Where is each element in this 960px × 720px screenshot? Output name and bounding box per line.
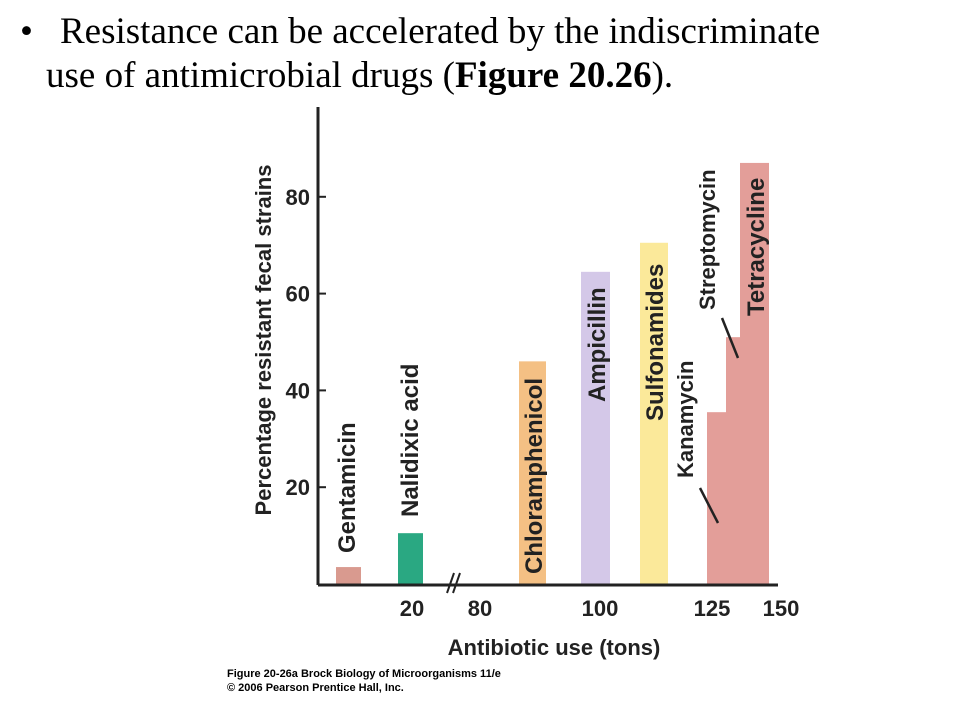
y-axis-label: Percentage resistant fecal strains: [251, 165, 276, 516]
axis-break-mark: [446, 572, 461, 594]
x-axis-label: Antibiotic use (tons): [448, 635, 661, 660]
figure-reference: Figure 20.26: [454, 55, 652, 96]
bar-label-tetracycline: Tetracycline: [743, 178, 770, 316]
bar-chloramphenicol: [519, 361, 546, 584]
bar-label-gentamicin: Gentamicin: [334, 422, 361, 553]
x-ticks-group: 20 80 100 125 150: [400, 596, 800, 621]
bar-ampicillin: [581, 271, 610, 584]
bar-gentamicin: [336, 567, 361, 584]
caption-line-1: Figure 20-26a Brock Biology of Microorga…: [227, 668, 501, 680]
bar-kanamycin: [707, 412, 726, 584]
figure-caption: Figure 20-26a Brock Biology of Microorga…: [227, 667, 501, 695]
bar-tetracycline: [740, 162, 769, 585]
caption-line-2: © 2006 Pearson Prentice Hall, Inc.: [227, 682, 404, 694]
axes-group: [316, 107, 778, 587]
bar-labels-group: Gentamicin Nalidixic acid Chloramphenicol A…: [334, 169, 770, 574]
bar-label-nalidixic-acid: Nalidixic acid: [397, 364, 424, 517]
bullet-marker: •: [20, 11, 33, 52]
bullet-line-1: Resistance can be accelerated by the ind…: [60, 11, 821, 52]
streptomycin-pointer: [720, 317, 740, 359]
bullet-line-2: use of antimicrobial drugs (Figure 20.26…: [46, 54, 673, 98]
bar-label-chloramphenicol: Chloramphenicol: [521, 378, 548, 574]
x-tick-label-20: 20: [400, 596, 424, 621]
x-tick-label-150: 150: [763, 596, 800, 621]
bar-sulfonamides: [640, 242, 668, 584]
x-tick-label-125: 125: [694, 596, 731, 621]
y-tick-label-80: 80: [286, 185, 310, 210]
bar-label-streptomycin: Streptomycin: [695, 169, 720, 310]
y-tick-label-60: 60: [286, 282, 310, 307]
label-pointer-lines: [698, 317, 740, 524]
y-tick-label-20: 20: [286, 475, 310, 500]
kanamycin-pointer: [698, 487, 720, 524]
bullet-line-2-post: ).: [651, 55, 674, 96]
y-ticks-group: 20 40 60 80: [286, 185, 326, 500]
bar-label-ampicillin: Ampicillin: [584, 287, 611, 402]
x-tick-label-100: 100: [582, 596, 619, 621]
x-tick-label-80: 80: [468, 596, 492, 621]
bar-label-sulfonamides: Sulfonamides: [642, 264, 669, 421]
bullet-line-2-pre: use of antimicrobial drugs (: [46, 55, 455, 96]
bars-group: [336, 162, 769, 585]
y-tick-label-40: 40: [286, 378, 310, 403]
bar-label-kanamycin: Kanamycin: [673, 361, 698, 478]
bar-streptomycin: [726, 337, 740, 584]
bar-nalidixic-acid: [398, 533, 423, 584]
